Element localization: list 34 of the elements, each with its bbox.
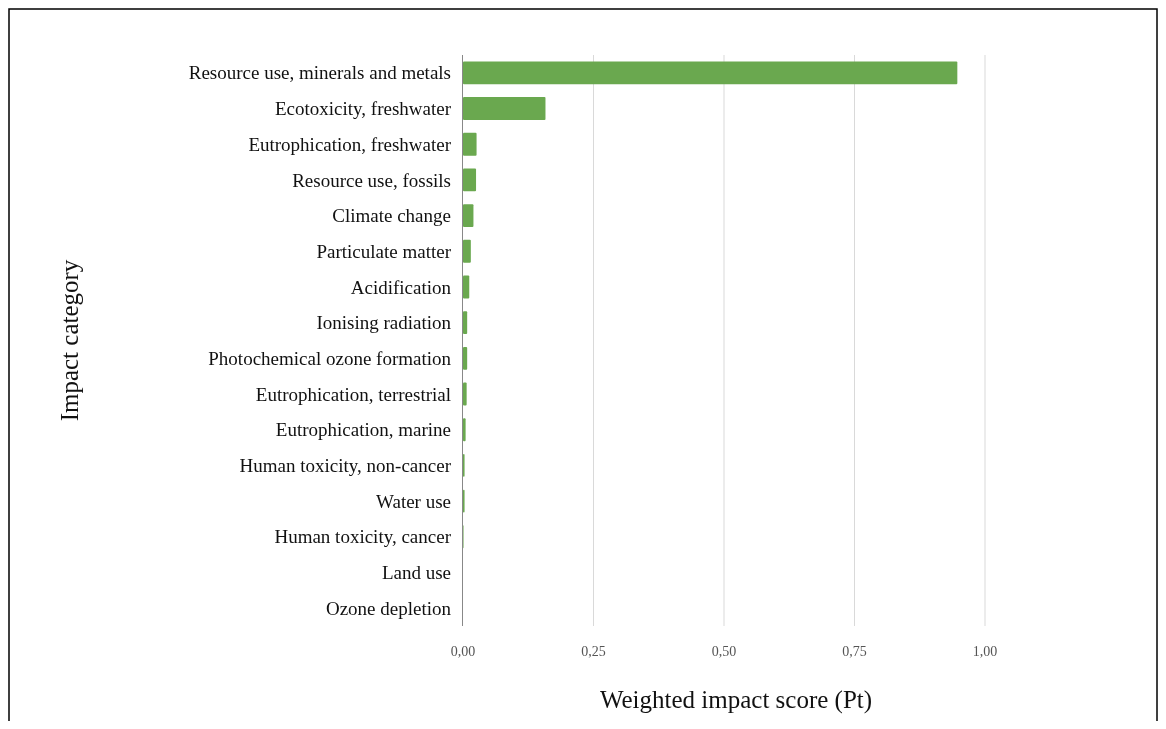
y-axis-title: Impact category [56, 259, 83, 422]
y-tick-label: Eutrophication, terrestrial [255, 383, 451, 405]
y-tick-label: Eutrophication, freshwater [248, 133, 452, 155]
y-tick-label: Resource use, minerals and metals [188, 62, 451, 84]
bar [463, 132, 477, 156]
x-tick-label: 1,00 [972, 644, 998, 659]
bar [463, 382, 467, 406]
bar [463, 311, 468, 335]
bar [463, 61, 958, 85]
x-axis-title: Weighted impact score (Pt) [599, 686, 873, 714]
y-tick-label: Eutrophication, marine [275, 419, 451, 441]
x-tick-label: 0,00 [450, 644, 476, 659]
bar [463, 275, 470, 299]
y-tick-label: Climate change [332, 205, 451, 227]
x-tick-label: 0,75 [842, 644, 867, 659]
y-tick-label: Ionising radiation [316, 312, 452, 334]
x-tick-label: 0,25 [581, 644, 606, 659]
bar [463, 204, 474, 228]
y-tick-label: Photochemical ozone formation [208, 347, 452, 369]
y-tick-label: Water use [376, 490, 451, 512]
bar [463, 346, 468, 370]
y-tick-label: Ozone depletion [325, 597, 452, 619]
y-tick-label: Acidification [350, 276, 452, 298]
y-tick-label: Human toxicity, non-cancer [239, 455, 452, 477]
y-tick-label: Human toxicity, cancer [274, 526, 452, 548]
bar [463, 418, 466, 442]
y-tick-label: Particulate matter [316, 240, 452, 262]
y-tick-label: Ecotoxicity, freshwater [274, 98, 452, 120]
y-tick-label: Land use [381, 562, 451, 584]
bar [463, 239, 471, 263]
bar [463, 97, 546, 120]
x-tick-label: 0,50 [711, 644, 737, 659]
y-tick-label: Resource use, fossils [292, 169, 451, 191]
bar [463, 168, 477, 192]
